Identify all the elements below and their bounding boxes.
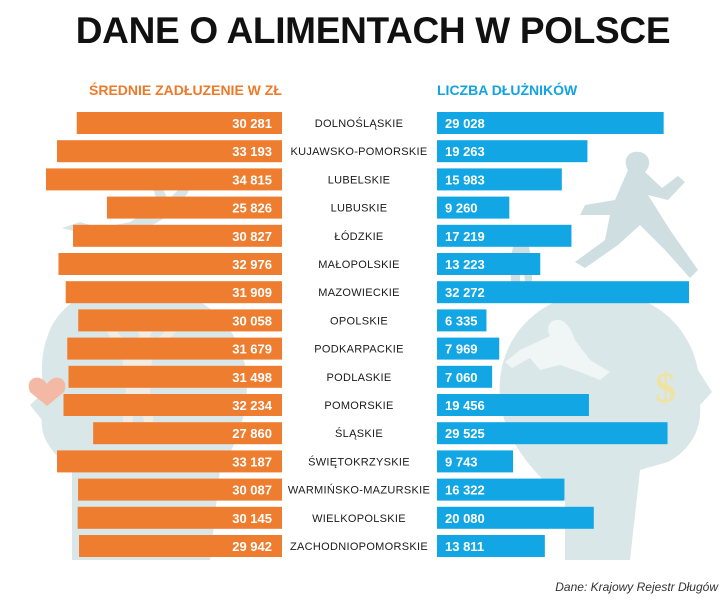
value-label-debtors-kujawsko-pomorskie: 19 263 [445, 144, 485, 159]
value-label-debtors-podkarpackie: 7 969 [445, 342, 478, 357]
value-label-debtors-lubuskie: 9 260 [445, 201, 478, 216]
value-label-debtors-małopolskie: 13 223 [445, 257, 485, 272]
bar-debt-lubuskie [106, 196, 282, 219]
value-label-debt-wielkopolskie: 30 145 [232, 511, 272, 526]
value-label-debtors-pomorskie: 19 456 [445, 398, 485, 413]
value-label-debt-lubelskie: 34 815 [232, 172, 272, 187]
value-label-debtors-łódzkie: 17 219 [445, 229, 485, 244]
bar-debt-lubelskie [46, 168, 282, 191]
value-label-debtors-zachodniopomorskie: 13 811 [445, 539, 484, 554]
value-label-debt-śląskie: 27 860 [232, 426, 272, 441]
chart-title: DANE O ALIMENTACH W POLSCE [75, 10, 671, 51]
bar-debtors-lubelskie [437, 168, 562, 191]
value-label-debt-łódzkie: 30 827 [232, 229, 272, 244]
left-bars: 30 281 33 193 34 815 25 826 30 827 32 976 31 9… [46, 112, 283, 557]
bar-debt-dolnośląskie [76, 112, 283, 134]
bar-debt-podlaskie [68, 365, 282, 388]
category-label-lubuskie: LUBUSKIE [331, 203, 388, 215]
category-label-warmińsko-mazurskie: WARMIŃSKO-MAZURSKIE [288, 484, 430, 497]
bar-debtors-kujawsko-pomorskie [437, 140, 588, 163]
source-note: Dane: Krajowy Rejestr Długów [555, 580, 718, 594]
value-label-debtors-mazowieckie: 32 272 [445, 285, 485, 300]
value-label-debt-mazowieckie: 31 909 [232, 285, 272, 300]
category-label-wielkopolskie: WIELKOPOLSKIE [312, 513, 406, 525]
bar-debtors-podlaskie [437, 365, 493, 388]
value-label-debtors-świętokrzyskie: 9 743 [445, 454, 478, 469]
category-label-lubelskie: LUBELSKIE [328, 174, 391, 186]
category-label-podlaskie: PODLASKIE [326, 372, 391, 384]
bar-debt-podkarpackie [67, 337, 282, 360]
value-label-debt-podkarpackie: 31 679 [232, 342, 272, 357]
value-label-debt-opolskie: 30 058 [232, 313, 272, 328]
value-label-debt-podlaskie: 31 498 [232, 370, 272, 385]
bar-debtors-lubuskie [437, 196, 510, 219]
right-series-header: LICZBA DŁUŻNIKÓW [437, 82, 578, 98]
bar-debtors-mazowieckie [437, 281, 689, 304]
category-label-opolskie: OPOLSKIE [330, 315, 388, 327]
value-label-debt-lubuskie: 25 826 [232, 201, 272, 216]
bar-debtors-świętokrzyskie [437, 450, 514, 473]
category-label-mazowieckie: MAZOWIECKIE [318, 287, 400, 299]
category-label-kujawsko-pomorskie: KUJAWSKO-POMORSKIE [290, 146, 427, 158]
bar-debt-opolskie [78, 309, 282, 332]
value-label-debtors-podlaskie: 7 060 [445, 370, 478, 385]
bar-debt-wielkopolskie [77, 506, 283, 529]
value-label-debtors-opolskie: 6 335 [445, 313, 478, 328]
value-label-debt-zachodniopomorskie: 29 942 [232, 539, 272, 554]
right-bars: 29 028 19 263 15 983 9 260 17 219 13 223 32 27… [437, 112, 689, 557]
bar-debtors-śląskie [437, 422, 668, 445]
bar-debtors-pomorskie [437, 394, 589, 416]
value-label-debtors-śląskie: 29 525 [445, 426, 485, 441]
bar-debt-pomorskie [63, 394, 283, 416]
bar-debt-kujawsko-pomorskie [56, 140, 283, 163]
category-label-pomorskie: POMORSKIE [324, 400, 393, 412]
value-label-debtors-wielkopolskie: 20 080 [445, 511, 485, 526]
svg-text:$: $ [655, 366, 676, 412]
bar-debtors-zachodniopomorskie [437, 535, 545, 557]
category-label-łódzkie: ŁÓDZKIE [334, 230, 383, 243]
value-label-debt-świętokrzyskie: 33 187 [232, 454, 272, 469]
bar-debtors-podkarpackie [437, 337, 500, 360]
bar-debt-małopolskie [58, 253, 283, 275]
value-label-debtors-dolnośląskie: 29 028 [445, 116, 485, 131]
value-label-debtors-lubelskie: 15 983 [445, 172, 485, 187]
bar-debtors-wielkopolskie [437, 506, 594, 529]
category-labels: DOLNOŚLĄSKIE KUJAWSKO-POMORSKIE LUBELSKIE L… [288, 117, 430, 553]
bar-debt-mazowieckie [65, 281, 282, 304]
bar-debtors-łódzkie [437, 224, 572, 247]
bar-debtors-dolnośląskie [437, 112, 664, 134]
value-label-debt-warmińsko-mazurskie: 30 087 [232, 483, 272, 498]
category-label-podkarpackie: PODKARPACKIE [314, 344, 404, 356]
value-label-debt-dolnośląskie: 30 281 [232, 116, 272, 131]
category-label-dolnośląskie: DOLNOŚLĄSKIE [315, 117, 404, 130]
bar-debt-warmińsko-mazurskie [78, 478, 282, 501]
category-label-śląskie: ŚLĄSKIE [335, 427, 383, 440]
category-label-świętokrzyskie: ŚWIĘTOKRZYSKIE [308, 455, 410, 468]
left-series-header: ŚREDNIE ZADŁUZENIE W ZŁ [89, 82, 282, 98]
bar-debt-zachodniopomorskie [79, 535, 282, 557]
value-label-debt-kujawsko-pomorskie: 33 193 [232, 144, 272, 159]
category-label-zachodniopomorskie: ZACHODNIOPOMORSKIE [290, 541, 428, 553]
bar-debtors-opolskie [437, 309, 487, 332]
value-label-debtors-warmińsko-mazurskie: 16 322 [445, 483, 485, 498]
bar-debt-świętokrzyskie [57, 450, 282, 473]
category-label-małopolskie: MAŁOPOLSKIE [318, 259, 400, 271]
value-label-debt-małopolskie: 32 976 [232, 257, 272, 272]
bar-debt-śląskie [93, 422, 282, 445]
bar-debtors-warmińsko-mazurskie [437, 478, 565, 501]
bar-debt-łódzkie [73, 224, 282, 247]
value-label-debt-pomorskie: 32 234 [232, 398, 273, 413]
bar-debtors-małopolskie [437, 253, 541, 275]
